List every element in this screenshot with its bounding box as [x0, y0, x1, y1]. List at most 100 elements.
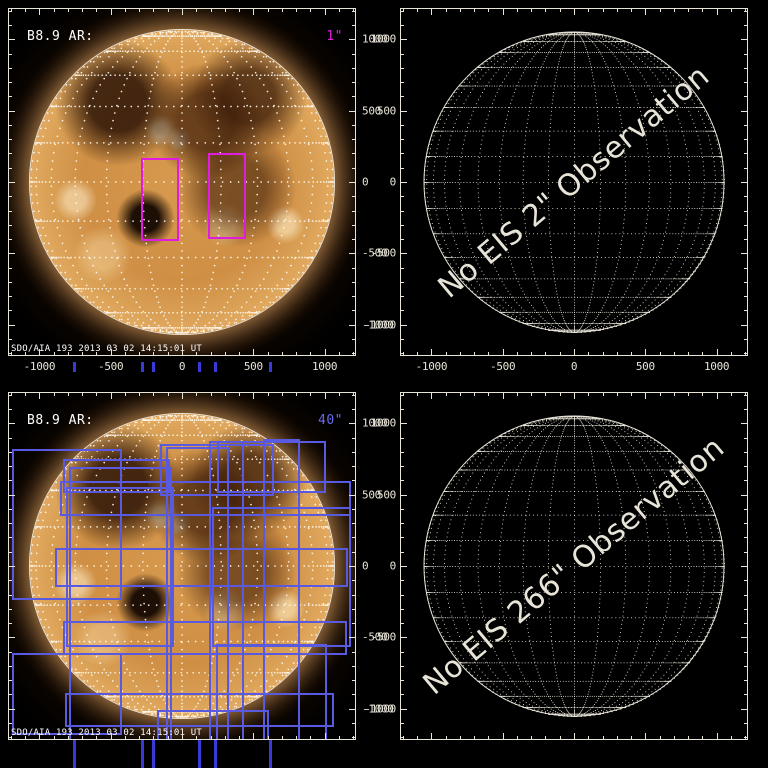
y-tick [400, 253, 407, 255]
x-tick-top [10, 8, 12, 12]
fov-box-blue[interactable] [157, 709, 269, 739]
x-tick [631, 736, 633, 740]
x-tick-top [474, 392, 476, 396]
panel-top-left-aia[interactable]: B8.9 AR: 1" SDO/AIA 193 2013 03 02 14:15… [8, 8, 356, 356]
y-tick-right [352, 694, 356, 696]
y-tick [400, 182, 407, 183]
y-tick [400, 338, 404, 340]
y-tick-right [352, 537, 356, 539]
x-tick [281, 736, 283, 740]
y-tick [8, 10, 12, 12]
x-tick [673, 736, 675, 740]
fov-box-blue[interactable] [66, 487, 175, 647]
y-tick [400, 110, 407, 112]
x-axis-label: 0 [570, 360, 578, 373]
fov-box-blue[interactable] [215, 644, 328, 739]
fov-axis-tick-blue [269, 740, 273, 768]
x-axis-label: 1000 [703, 360, 730, 373]
y-tick-right [744, 394, 748, 396]
y-axis-label-right-col: 1000 [370, 416, 397, 430]
y-axis-label-right-col: -500 [370, 246, 397, 260]
y-tick [400, 310, 404, 312]
y-tick [400, 67, 404, 69]
panel-bottom-left-aia[interactable]: B8.9 AR: 40" SDO/AIA 193 2013 03 02 14:1… [8, 392, 356, 740]
x-tick-top [167, 8, 169, 12]
fov-box-blue[interactable] [68, 467, 172, 739]
x-tick-top [673, 392, 675, 396]
y-tick-right [744, 694, 748, 696]
fov-box-blue[interactable] [64, 692, 335, 727]
fov-box-magenta[interactable] [208, 153, 246, 239]
x-tick-top [673, 8, 675, 12]
x-tick [110, 733, 112, 740]
y-tick-right [744, 508, 748, 510]
x-tick [338, 352, 340, 356]
x-tick-top [353, 392, 355, 396]
x-tick-top [267, 8, 269, 12]
fov-box-blue[interactable] [217, 441, 326, 493]
x-tick-top [338, 392, 340, 396]
fov-box-blue[interactable] [60, 481, 352, 516]
y-tick [8, 53, 12, 55]
y-tick-right [352, 67, 356, 69]
y-tick-right [744, 551, 748, 553]
x-tick-top [531, 8, 533, 12]
y-tick-right [744, 124, 748, 126]
fov-box-blue[interactable] [63, 621, 347, 656]
y-tick-right [741, 637, 748, 639]
x-tick [167, 736, 169, 740]
fov-box-blue[interactable] [165, 447, 229, 739]
fov-box-magenta[interactable] [141, 158, 179, 241]
x-tick-top [153, 8, 155, 12]
y-tick [8, 67, 12, 69]
x-tick-top [645, 8, 647, 15]
x-tick [253, 349, 255, 356]
x-tick-top [124, 8, 126, 12]
fov-axis-tick-blue [213, 362, 217, 372]
x-tick [631, 352, 633, 356]
x-tick [25, 736, 27, 740]
x-tick [96, 352, 98, 356]
x-tick [281, 352, 283, 356]
x-tick-top [281, 392, 283, 396]
y-axis-label-right-col: -500 [370, 630, 397, 644]
y-tick-right [744, 480, 748, 482]
y-tick-right [352, 608, 356, 610]
y-tick [8, 451, 12, 453]
x-tick [196, 736, 198, 740]
x-tick [516, 736, 518, 740]
y-tick [8, 296, 12, 298]
y-tick-right [741, 708, 748, 710]
y-tick-right [352, 10, 356, 12]
x-tick [688, 352, 690, 356]
x-tick [196, 352, 198, 356]
fov-box-blue[interactable] [63, 458, 171, 493]
y-tick [8, 25, 12, 27]
x-tick-top [210, 8, 212, 12]
y-tick-right [352, 96, 356, 98]
x-tick-top [67, 392, 69, 396]
fov-box-blue[interactable] [262, 438, 300, 739]
y-tick [400, 139, 404, 141]
y-axis-label-left-col: 1000 [362, 32, 388, 46]
x-tick [153, 736, 155, 740]
x-tick-top [53, 392, 55, 396]
x-tick [210, 352, 212, 356]
y-tick-right [744, 224, 748, 226]
y-tick [8, 580, 12, 582]
panel-bottom-right-globe[interactable]: No EIS 266" Observation [400, 392, 748, 740]
y-tick [8, 665, 12, 667]
y-tick [400, 566, 407, 567]
y-tick [400, 523, 404, 525]
x-tick-top [431, 392, 433, 399]
x-tick-top [516, 8, 518, 12]
y-tick [400, 239, 404, 241]
heliographic-grid-overlay [30, 30, 334, 334]
y-tick [8, 253, 15, 255]
fov-box-blue[interactable] [54, 548, 349, 587]
x-axis-label: 500 [635, 360, 655, 373]
x-tick [616, 736, 618, 740]
panel-top-right-globe[interactable]: No EIS 2" Observation [400, 8, 748, 356]
x-tick-top [124, 392, 126, 396]
x-tick [616, 352, 618, 356]
